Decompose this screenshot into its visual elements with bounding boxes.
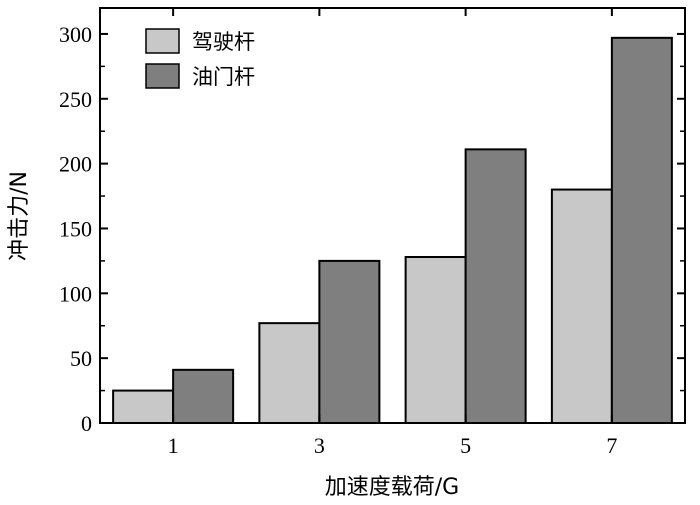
bar-series-2-7 [610,36,673,424]
y-axis: 0 50 100 150 200 250 300 [59,22,685,436]
x-axis: 1 3 5 7 [168,8,617,458]
y-tick-label-50: 50 [70,346,92,371]
bar-series-1-1 [112,389,175,424]
legend-swatch-series-2 [145,63,180,89]
x-tick-label-5: 5 [460,433,471,458]
legend-label-series-2: 油门杆 [192,65,255,89]
legend: 驾驶杆 油门杆 [145,28,255,89]
y-tick-label-100: 100 [59,281,92,306]
bar-series-1-3 [258,322,321,424]
y-tick-label-200: 200 [59,152,92,177]
x-tick-label-3: 3 [314,433,325,458]
x-tick-label-1: 1 [168,433,179,458]
y-axis-title: 冲击力/N [7,171,32,261]
bars-layer [112,36,673,424]
bar-series-2-5 [464,148,527,424]
bar-series-2-1 [172,368,235,424]
y-tick-label-0: 0 [81,411,92,436]
legend-label-series-1: 驾驶杆 [192,30,255,54]
bar-series-2-3 [318,259,381,424]
x-axis-title: 加速度载荷/G [325,475,459,500]
bar-series-1-7 [550,188,613,424]
plot-frame [99,7,686,424]
y-tick-label-250: 250 [59,87,92,112]
bar-series-1-5 [404,256,467,424]
y-tick-label-300: 300 [59,22,92,47]
x-tick-label-7: 7 [606,433,617,458]
legend-swatch-series-1 [145,28,180,54]
y-tick-label-150: 150 [59,216,92,241]
